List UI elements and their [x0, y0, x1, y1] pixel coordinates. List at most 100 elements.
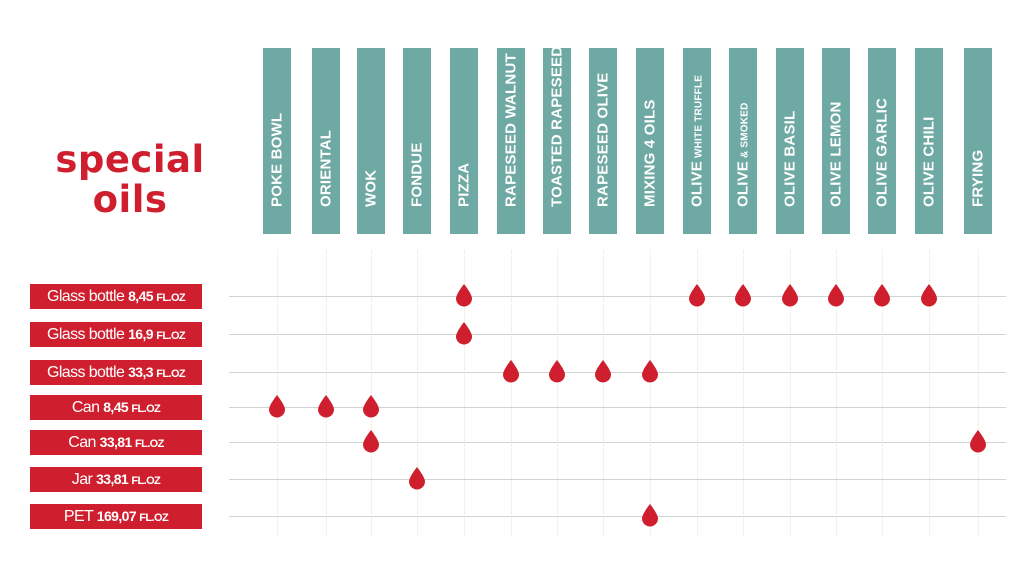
package-unit: FL.OZ [131, 475, 161, 487]
column-guide-line [836, 250, 837, 535]
package-name: Glass bottle [46, 364, 129, 381]
row-guide-line [229, 516, 1006, 517]
oil-label-text: OLIVE LEMON [827, 101, 845, 207]
oil-label: WOK [363, 170, 380, 207]
droplet-icon [503, 360, 519, 383]
droplet-icon [363, 395, 379, 418]
droplet-icon [595, 360, 611, 383]
row-guide-line [229, 372, 1006, 373]
oil-column-header: OLIVE BASIL [776, 48, 804, 234]
package-volume: 33,3 [128, 364, 157, 380]
droplet-icon [318, 395, 334, 418]
row-guide-line [229, 442, 1006, 443]
column-guide-line [326, 250, 327, 535]
oil-label-subtext: WHITE TRUFFLE [693, 74, 705, 161]
oil-column-header: RAPESEED WALNUT [497, 48, 525, 234]
row-guide-line [229, 334, 1006, 335]
row-guide-line [229, 479, 1006, 480]
brand-title: special oils [30, 140, 230, 220]
oil-label-text: FRYING [969, 149, 987, 207]
column-guide-line [371, 250, 372, 535]
row-guide-line [229, 296, 1006, 297]
package-label: Glass bottle 33,3 FL.OZ [30, 360, 202, 385]
oil-label: OLIVE CHILI [921, 116, 938, 207]
oil-column-header: OLIVE CHILI [915, 48, 943, 234]
oil-label: RAPESEED WALNUT [503, 53, 520, 207]
oil-label-text: OLIVE [734, 160, 752, 207]
oil-label: OLIVE LEMON [828, 101, 845, 207]
droplet-icon [409, 467, 425, 490]
oil-label-text: MIXING 4 OILS [641, 99, 659, 207]
oil-label: POKE BOWL [269, 113, 286, 207]
column-guide-line [650, 250, 651, 535]
oil-label-text: FONDUE [408, 142, 426, 207]
oil-label: OLIVE GARLIC [874, 98, 891, 207]
droplet-icon [874, 284, 890, 307]
oil-label: TOASTED RAPESEED [549, 48, 566, 207]
package-volume: 16,9 [128, 326, 157, 342]
package-unit: FL.OZ [139, 512, 169, 524]
package-unit: FL.OZ [156, 292, 186, 304]
package-name: Can [68, 434, 100, 451]
package-name: Jar [71, 471, 97, 488]
column-guide-line [557, 250, 558, 535]
oil-column-header: FONDUE [403, 48, 431, 234]
oil-label-text: OLIVE GARLIC [873, 97, 891, 207]
package-label: Glass bottle 16,9 FL.OZ [30, 322, 202, 347]
package-name: PET [63, 508, 97, 525]
column-guide-line [417, 250, 418, 535]
oil-column-header: PIZZA [450, 48, 478, 234]
oil-column-header: RAPESEED OLIVE [589, 48, 617, 234]
droplet-icon [921, 284, 937, 307]
droplet-icon [363, 430, 379, 453]
oil-label-text: OLIVE BASIL [781, 110, 799, 207]
row-guide-line [229, 407, 1006, 408]
oil-label: OLIVE WHITE TRUFFLE [689, 75, 706, 207]
package-name: Glass bottle [46, 326, 129, 343]
droplet-icon [782, 284, 798, 307]
oil-label-text: OLIVE [688, 160, 706, 207]
package-label: Jar 33,81 FL.OZ [30, 467, 202, 492]
package-label: Can 8,45 FL.OZ [30, 395, 202, 420]
droplet-icon [735, 284, 751, 307]
package-label: PET 169,07 FL.OZ [30, 504, 202, 529]
package-volume: 8,45 [103, 399, 132, 415]
package-unit: FL.OZ [156, 330, 186, 342]
oil-label: OLIVE & SMOKED [735, 103, 752, 208]
package-label: Can 33,81 FL.OZ [30, 430, 202, 455]
column-guide-line [743, 250, 744, 535]
oil-column-header: ORIENTAL [312, 48, 340, 234]
package-label: Glass bottle 8,45 FL.OZ [30, 284, 202, 309]
package-volume: 169,07 [96, 508, 140, 524]
droplet-icon [828, 284, 844, 307]
package-unit: FL.OZ [134, 438, 164, 450]
droplet-icon [642, 504, 658, 527]
column-guide-line [978, 250, 979, 535]
droplet-icon [269, 395, 285, 418]
package-name: Glass bottle [46, 288, 129, 305]
oil-label-text: TOASTED RAPESEED [548, 48, 566, 207]
oil-column-header: FRYING [964, 48, 992, 234]
oil-column-header: POKE BOWL [263, 48, 291, 234]
package-volume: 33,81 [99, 434, 135, 450]
oil-label-text: PIZZA [455, 162, 473, 207]
oil-label: MIXING 4 OILS [642, 99, 659, 207]
oil-column-header: OLIVE LEMON [822, 48, 850, 234]
oil-label-text: WOK [362, 169, 380, 207]
oil-column-header: TOASTED RAPESEED [543, 48, 571, 234]
column-guide-line [277, 250, 278, 535]
package-volume: 8,45 [128, 288, 157, 304]
column-guide-line [882, 250, 883, 535]
oil-label-subtext: & SMOKED [739, 102, 751, 161]
oil-label: RAPESEED OLIVE [595, 73, 612, 208]
column-guide-line [511, 250, 512, 535]
droplet-icon [549, 360, 565, 383]
oil-column-header: OLIVE GARLIC [868, 48, 896, 234]
oil-column-header: OLIVE & SMOKED [729, 48, 757, 234]
oil-label-text: OLIVE CHILI [920, 116, 938, 207]
package-volume: 33,81 [96, 471, 132, 487]
brand-title-line1: special [55, 138, 205, 181]
oil-label: FONDUE [409, 142, 426, 207]
package-unit: FL.OZ [131, 403, 161, 415]
oil-label-text: RAPESEED WALNUT [502, 53, 520, 207]
